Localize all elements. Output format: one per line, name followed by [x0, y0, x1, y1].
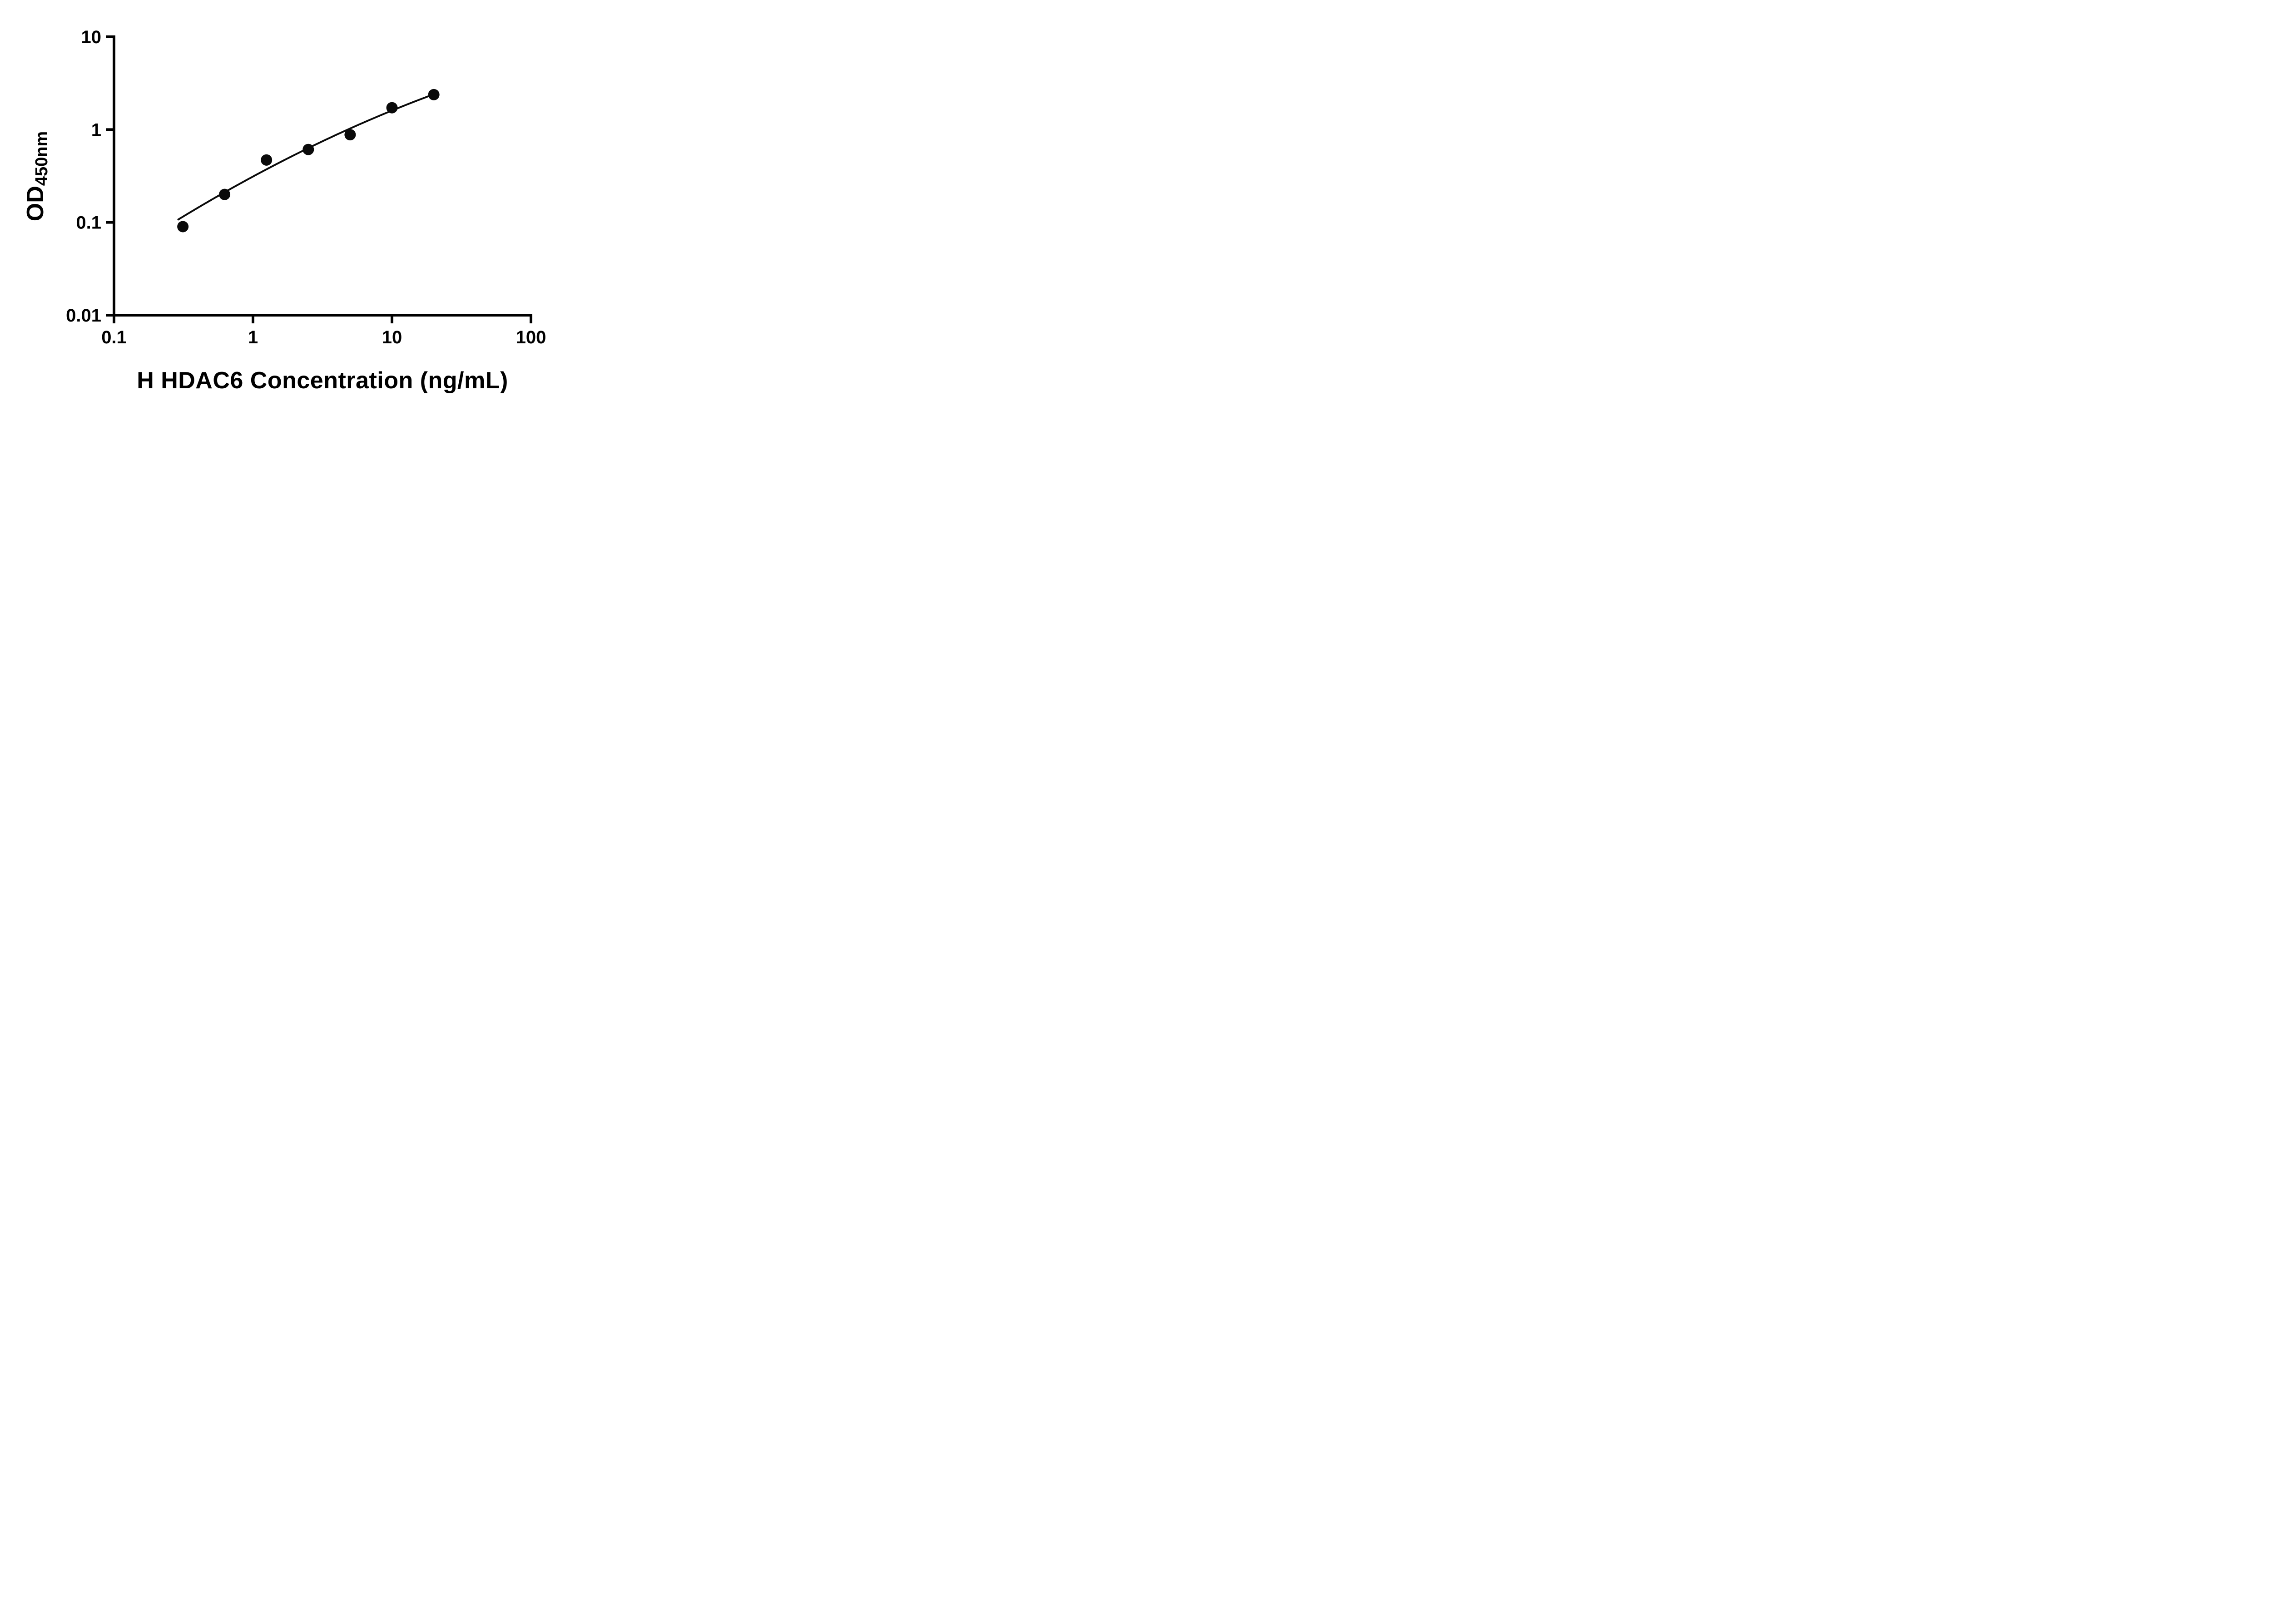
y-tick-label: 0.01 [66, 306, 101, 326]
x-tick-label: 10 [382, 327, 402, 347]
x-tick-label: 100 [516, 327, 546, 347]
data-point [428, 89, 440, 100]
y-tick-label: 1 [91, 120, 101, 140]
data-point [261, 154, 273, 166]
data-point [177, 221, 189, 233]
y-axis-title-main: OD [22, 186, 49, 222]
y-axis-title: OD450nm [22, 131, 51, 222]
data-point [219, 188, 231, 200]
y-axis-title-subscript: 450nm [32, 131, 51, 186]
data-point [344, 129, 356, 141]
y-tick-label: 10 [81, 27, 102, 47]
x-tick-label: 0.1 [101, 327, 127, 347]
y-tick-label: 0.1 [76, 213, 101, 233]
data-point [386, 102, 398, 114]
data-point [302, 144, 314, 155]
x-tick-label: 1 [248, 327, 258, 347]
standard-curve-figure: 0.1 1 10 100 0.01 0.1 1 10 OD450nm H HDAC6 Conc… [0, 0, 587, 406]
x-axis-title: H HDAC6 Concentration (ng/mL) [137, 367, 508, 394]
fit-curve [177, 93, 435, 221]
